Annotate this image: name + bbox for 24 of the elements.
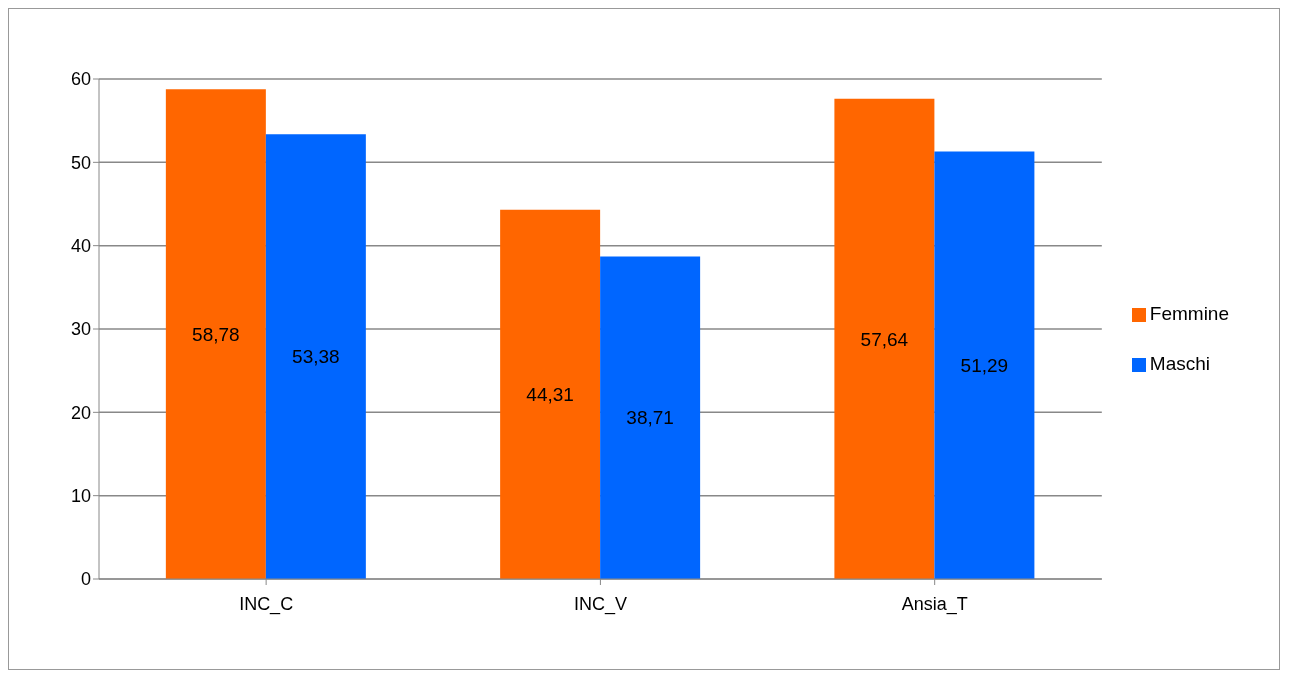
- data-label: 57,64: [860, 328, 909, 350]
- legend-label: Maschi: [1149, 353, 1210, 374]
- legend-label: Femmine: [1149, 303, 1229, 324]
- data-label: 44,31: [526, 384, 574, 406]
- x-tick-label: Ansia_T: [901, 593, 968, 615]
- y-tick-label: 0: [80, 569, 91, 590]
- y-tick-label: 40: [70, 236, 91, 257]
- data-label: 38,71: [626, 407, 674, 429]
- y-tick-label: 60: [70, 69, 91, 90]
- bar: [165, 89, 266, 579]
- data-label: 51,29: [960, 355, 1009, 377]
- x-tick-label: INC_C: [239, 593, 294, 615]
- data-label: 58,78: [192, 323, 240, 345]
- bar: [834, 98, 935, 579]
- y-tick-label: 50: [70, 152, 91, 173]
- bar: [600, 256, 701, 579]
- bar: [934, 151, 1035, 579]
- data-label: 53,38: [292, 346, 340, 368]
- x-tick-label: INC_V: [573, 593, 627, 615]
- bar: [265, 134, 366, 579]
- bar: [500, 209, 601, 579]
- y-tick-label: 30: [70, 319, 91, 340]
- y-tick-label: 10: [70, 486, 91, 507]
- y-tick-label: 20: [70, 402, 91, 423]
